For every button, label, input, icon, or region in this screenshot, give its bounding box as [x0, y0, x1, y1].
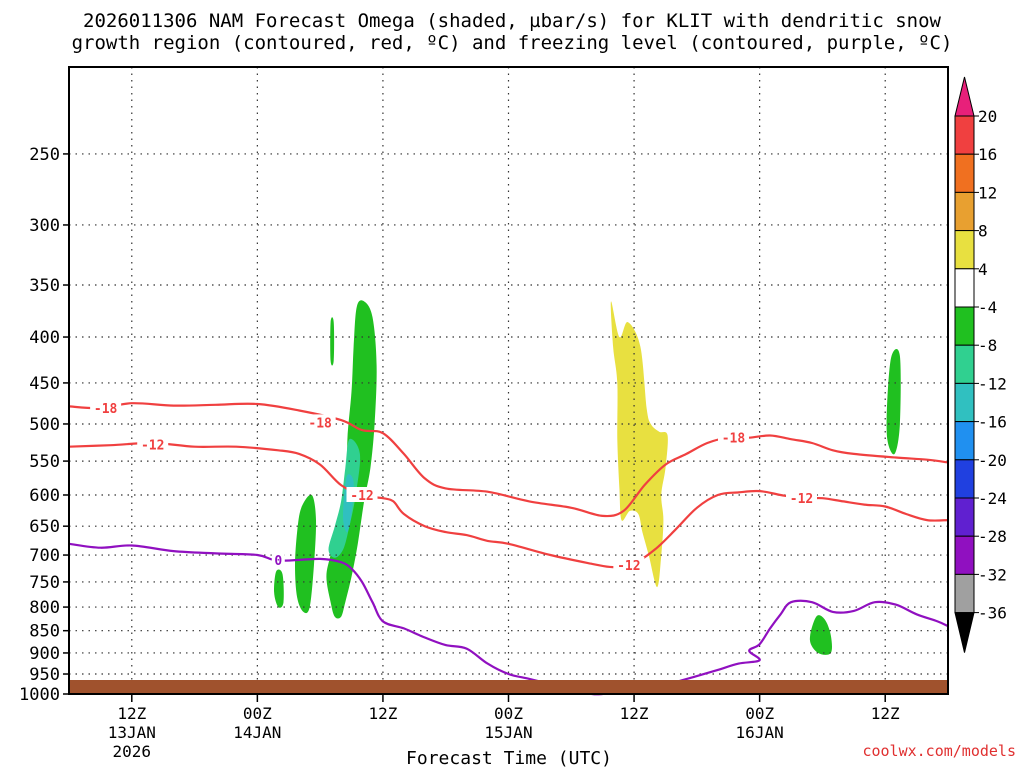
colorbar-segment	[954, 573, 975, 614]
colorbar-label: 8	[978, 222, 988, 241]
contour-line-0-3	[633, 599, 949, 696]
contour-label: -12	[350, 489, 373, 504]
contour-label-bg	[346, 486, 378, 502]
colorbar-label: 20	[978, 107, 997, 126]
x-axis-label: Forecast Time (UTC)	[406, 748, 612, 768]
omega-region--4-2	[330, 317, 335, 366]
colorbar-segment	[954, 344, 975, 384]
colorbar-segment	[954, 230, 975, 270]
colorbar-label: -36	[978, 604, 1007, 623]
colorbar-segment	[954, 497, 975, 537]
colorbar-label: -20	[978, 451, 1007, 470]
colorbar-label: 4	[978, 260, 988, 279]
contours: -18 -18 -12 -12 0 -12 -18 -12	[68, 400, 949, 696]
x-tick-label: 14JAN	[233, 723, 281, 742]
y-tick-label: 950	[29, 665, 60, 685]
contour-label: -18	[94, 402, 118, 417]
x-tick-label: 13JAN	[108, 723, 156, 742]
y-tick-label: 800	[29, 598, 60, 618]
colorbar-label: -28	[978, 527, 1007, 546]
colorbar-arrow-bottom	[954, 612, 975, 653]
y-tick-label: 1000	[19, 685, 60, 705]
colorbar-label: -24	[978, 489, 1007, 508]
contour-line--18-0	[68, 402, 949, 518]
omega-region--4-1	[295, 494, 317, 614]
colorbar-label: 16	[978, 145, 997, 164]
x-tick-label: 00Z	[243, 704, 272, 723]
colorbar-label: -32	[978, 565, 1007, 584]
y-tick-label: 450	[29, 374, 60, 394]
colorbar-segment	[954, 191, 975, 232]
contour-line--12-1	[68, 441, 949, 569]
colorbar-segment	[954, 153, 975, 193]
chart-title-line2: growth region (contoured, red, ºC) and f…	[71, 32, 953, 54]
ground-layer	[69, 680, 948, 694]
colorbar-segment	[954, 535, 975, 575]
x-tick-label: 00Z	[494, 704, 523, 723]
y-tick-label: 850	[29, 622, 60, 642]
omega-region--4-4	[886, 348, 901, 455]
y-tick-label: 550	[29, 452, 60, 472]
x-tick-label: 15JAN	[484, 723, 532, 742]
y-tick-label: 750	[29, 573, 60, 593]
contour-label: -12	[141, 438, 164, 453]
chart-title-line1: 2026011306 NAM Forecast Omega (shaded, µ…	[83, 10, 941, 32]
contour-label-bg	[304, 414, 336, 430]
contour-label-bg	[717, 429, 749, 445]
colorbar-label: -16	[978, 413, 1007, 432]
y-axis: 2503003504004505005506006507007508008509…	[19, 145, 69, 705]
colorbar-arrow-top	[954, 76, 975, 117]
contour-label: -18	[722, 432, 746, 447]
y-tick-label: 250	[29, 145, 60, 165]
contour-label: 0	[274, 554, 282, 569]
x-tick-label: 2026	[113, 742, 152, 761]
colorbar-segment	[954, 115, 975, 155]
y-tick-label: 350	[29, 276, 60, 296]
x-tick-label: 00Z	[745, 704, 774, 723]
colorbar-segment	[954, 268, 975, 308]
y-tick-label: 500	[29, 415, 60, 435]
omega-region--4-3	[274, 569, 284, 608]
colorbar-segment	[954, 382, 975, 423]
contour-line-0-2	[68, 542, 603, 696]
y-tick-label: 600	[29, 486, 60, 506]
y-tick-label: 300	[29, 216, 60, 236]
y-tick-label: 700	[29, 546, 60, 566]
contour-label-bg	[90, 400, 122, 416]
contour-label: -12	[617, 559, 640, 574]
contour-label-bg	[271, 552, 285, 568]
colorbar-segment	[954, 421, 975, 461]
contour-label: -12	[790, 492, 813, 507]
colorbar: 20 16 12 8 4 -4 -8 -12 -16 -20 -24 -28 -32 -36	[954, 76, 1007, 653]
x-tick-label: 12Z	[871, 704, 900, 723]
x-tick-label: 12Z	[117, 704, 146, 723]
credit-link[interactable]: coolwx.com/models	[862, 742, 1016, 760]
colorbar-label: -12	[978, 374, 1007, 393]
omega-shading	[274, 300, 901, 655]
colorbar-label: 12	[978, 183, 997, 202]
ground-fill	[69, 680, 948, 694]
x-tick-label: 12Z	[620, 704, 649, 723]
contour-label-bg	[613, 556, 645, 572]
contour-label: -18	[308, 416, 332, 431]
omega-region--4-5	[809, 615, 832, 655]
colorbar-segment	[954, 306, 975, 346]
omega-region-4-8	[610, 301, 668, 588]
x-tick-label: 16JAN	[736, 723, 784, 742]
contour-label-bg	[137, 436, 169, 452]
colorbar-label: -4	[978, 298, 997, 317]
colorbar-label: -8	[978, 336, 997, 355]
y-tick-label: 400	[29, 328, 60, 348]
y-tick-label: 900	[29, 644, 60, 664]
colorbar-segment	[954, 459, 975, 499]
contour-label-bg	[786, 490, 817, 506]
y-tick-label: 650	[29, 517, 60, 537]
grid	[69, 67, 948, 694]
x-tick-label: 12Z	[368, 704, 397, 723]
